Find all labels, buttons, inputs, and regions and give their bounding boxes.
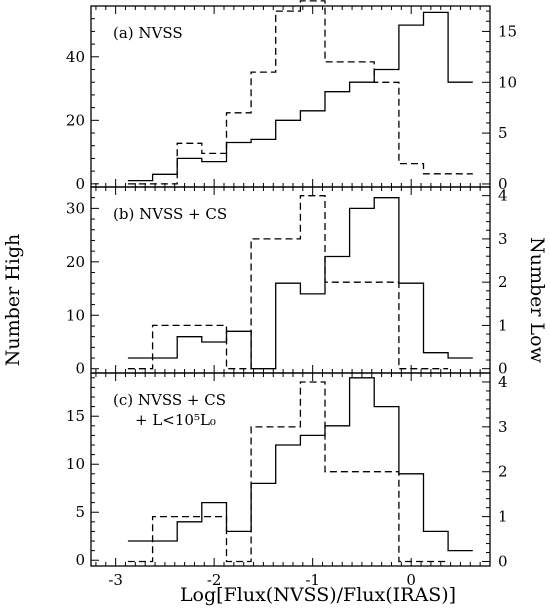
y-tick-label-left: 20: [66, 253, 85, 271]
y-tick-label-right: 15: [498, 22, 517, 40]
y-axis-title-right: Number Low: [526, 237, 548, 363]
panel-frame: [90, 372, 491, 567]
y-tick-label-left: 40: [66, 48, 85, 66]
y-tick-label-right: 3: [498, 418, 508, 436]
y-tick-label-right: 1: [498, 316, 508, 334]
series-dashed-line: [127, 195, 449, 370]
panel-a: 0 20 40 0 5 10 15 (a) NVSS: [66, 0, 517, 193]
y-tick-label-right: 4: [498, 187, 508, 205]
series-solid-line: [127, 377, 473, 552]
y-tick-label-left: 10: [66, 455, 85, 473]
y-tick-label-left: 30: [66, 199, 85, 217]
y-tick-label-right: 0: [498, 360, 508, 378]
y-tick-label-right: 1: [498, 508, 508, 526]
panel-b: 0 10 20 30 0 1 2 3 4 (b) NVSS + CS: [66, 186, 508, 378]
x-tick-label: -3: [108, 571, 123, 589]
series-solid-line: [127, 197, 473, 370]
y-tick-label-right: 4: [498, 373, 508, 391]
series-solid-line: [127, 11, 473, 182]
x-tick-label: -2: [207, 571, 222, 589]
y-tick-label-right: 5: [498, 124, 508, 142]
x-axis-title: Log[Flux(NVSS)/Flux(IRAS)]: [180, 584, 456, 606]
x-tick-label: 0: [406, 571, 416, 589]
y-tick-label-right: 10: [498, 73, 517, 91]
y-tick-label-right: 2: [498, 463, 508, 481]
y-tick-label-left: 5: [75, 503, 85, 521]
y-tick-label-left: 15: [66, 407, 85, 425]
y-tick-label-left: 20: [66, 111, 85, 129]
panel-c: 0 5 10 15 0 1 2 3 4 (c) NVSS + CS + L<10⁵L₀: [66, 372, 508, 571]
y-tick-label-right: 0: [498, 553, 508, 571]
y-tick-label-left: 10: [66, 306, 85, 324]
panel-label-line2: + L<10⁵L₀: [135, 411, 216, 429]
panel-label: (a) NVSS: [113, 24, 183, 42]
y-tick-label-left: 0: [75, 360, 85, 378]
y-tick-label-right: 0: [498, 175, 508, 193]
y-tick-label-left: 0: [75, 551, 85, 569]
y-tick-label-right: 2: [498, 273, 508, 291]
y-tick-label-left: 0: [75, 175, 85, 193]
panel-label: (c) NVSS + CS: [113, 391, 226, 409]
x-tick-label: -1: [305, 571, 320, 589]
y-tick-label-right: 3: [498, 230, 508, 248]
series-dashed-line: [127, 0, 473, 185]
panel-label: (b) NVSS + CS: [113, 205, 227, 223]
y-axis-title-left: Number High: [2, 234, 24, 366]
